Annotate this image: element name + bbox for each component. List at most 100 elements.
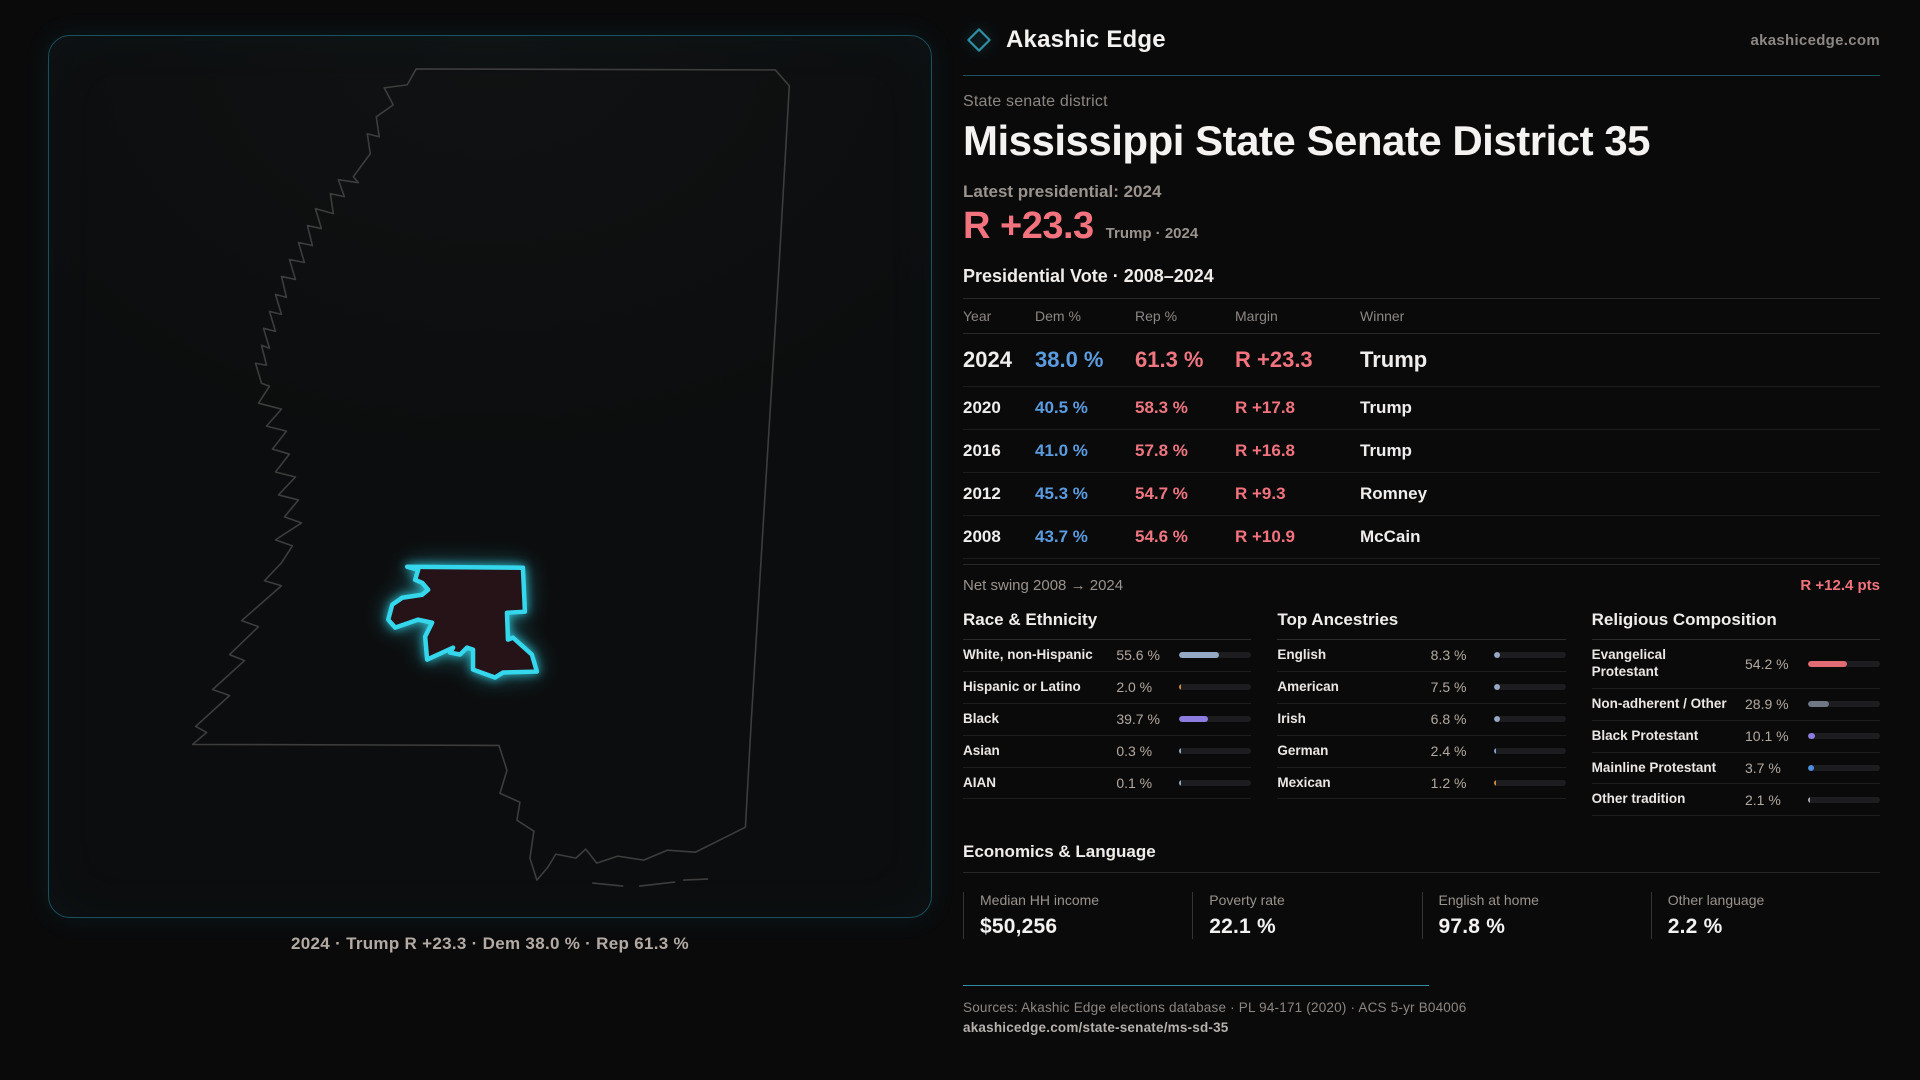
cell-rep: 58.3 % bbox=[1135, 398, 1188, 417]
demo-column-title: Race & Ethnicity bbox=[963, 610, 1252, 640]
demo-row: Black 39.7 % bbox=[963, 704, 1252, 736]
demo-bar-fill bbox=[1179, 716, 1208, 723]
demo-bar-track bbox=[1179, 748, 1252, 755]
demo-row: Mexican 1.2 % bbox=[1277, 768, 1566, 800]
demo-row-value: 7.5 % bbox=[1430, 679, 1467, 696]
brand-name: Akashic Edge bbox=[1006, 26, 1166, 53]
demo-bar-fill bbox=[1179, 748, 1182, 755]
demo-row: Asian 0.3 % bbox=[963, 736, 1252, 768]
demo-row-label: English bbox=[1277, 647, 1327, 662]
cell-year: 2012 bbox=[963, 484, 1001, 503]
cell-year: 2008 bbox=[963, 527, 1001, 546]
demo-column-title: Top Ancestries bbox=[1277, 610, 1566, 640]
demo-bar-fill bbox=[1808, 701, 1829, 708]
cell-dem: 38.0 % bbox=[1035, 347, 1104, 372]
demo-bar-fill bbox=[1493, 779, 1496, 786]
vote-table-header: Year Dem % Rep % Margin Winner bbox=[963, 298, 1880, 334]
net-swing-row: Net swing 2008 → 2024 R +12.4 pts bbox=[963, 564, 1880, 594]
demo-bar-track bbox=[1179, 779, 1252, 786]
demo-row-value: 0.3 % bbox=[1116, 743, 1153, 760]
economics-stats: Median HH income $50,256 Poverty rate 22.1 … bbox=[963, 892, 1880, 940]
demo-row-label: Irish bbox=[1277, 710, 1306, 726]
stat-value: 2.2 % bbox=[1667, 915, 1723, 939]
economics-title: Economics & Language bbox=[963, 842, 1880, 874]
demo-bar-track bbox=[1493, 716, 1566, 723]
demo-row-label: Other tradition bbox=[1591, 791, 1686, 807]
col-margin: Margin bbox=[1235, 308, 1278, 324]
demo-row-value: 2.4 % bbox=[1430, 743, 1467, 760]
demo-bar-fill bbox=[1493, 652, 1500, 659]
cell-year: 2016 bbox=[963, 441, 1001, 460]
demo-bar-fill bbox=[1493, 716, 1500, 723]
demo-row-label: Evangelical Protestant bbox=[1591, 647, 1666, 679]
footer: Sources: Akashic Edge elections database… bbox=[963, 985, 1880, 1037]
permalink[interactable]: akashicedge.com/state-senate/ms-sd-35 bbox=[963, 1020, 1229, 1036]
demo-row-value: 0.1 % bbox=[1116, 774, 1153, 791]
demo-row-label: Mainline Protestant bbox=[1591, 759, 1717, 775]
demo-bar-fill bbox=[1179, 684, 1182, 691]
cell-winner: Romney bbox=[1360, 484, 1428, 503]
demo-bar-fill bbox=[1808, 660, 1848, 667]
demo-row-label: Mexican bbox=[1277, 774, 1331, 790]
stat-block: Poverty rate 22.1 % bbox=[1192, 892, 1421, 940]
demo-row: AIAN 0.1 % bbox=[963, 768, 1252, 800]
demo-bar-track bbox=[1493, 684, 1566, 691]
demo-row: Other tradition 2.1 % bbox=[1591, 784, 1880, 817]
demo-row: American 7.5 % bbox=[1277, 672, 1566, 704]
demo-row: Evangelical Protestant 54.2 % bbox=[1591, 640, 1880, 689]
demo-bar-fill bbox=[1808, 764, 1814, 771]
demo-row-value: 6.8 % bbox=[1430, 711, 1467, 728]
demo-row: Irish 6.8 % bbox=[1277, 704, 1566, 736]
demo-bar-fill bbox=[1493, 684, 1500, 691]
demographics-section: Race & Ethnicity White, non-Hispanic 55.6 … bbox=[963, 610, 1880, 817]
demo-bar-track bbox=[1179, 684, 1252, 691]
brand-domain-link[interactable]: akashicedge.com bbox=[1750, 31, 1880, 49]
stat-value: 22.1 % bbox=[1209, 915, 1276, 939]
demo-bar-track bbox=[1808, 796, 1880, 803]
demo-row-label: Black bbox=[963, 710, 1000, 726]
net-swing-label: Net swing 2008 → 2024 bbox=[963, 577, 1124, 594]
cell-rep: 54.7 % bbox=[1135, 484, 1188, 503]
demo-bar-fill bbox=[1808, 733, 1816, 740]
demo-row: English 8.3 % bbox=[1277, 640, 1566, 672]
vote-table-body: 2024 38.0 % 61.3 % R +23.3 Trump 2020 40.5 % 58… bbox=[963, 334, 1880, 559]
demo-row-label: Asian bbox=[963, 742, 1000, 758]
demo-row-value: 8.3 % bbox=[1430, 647, 1467, 664]
latest-presidential-label: Latest presidential: 2024 bbox=[963, 182, 1162, 201]
demo-column: Top Ancestries English 8.3 % American 7.5 % I… bbox=[1277, 610, 1566, 800]
district-kicker: State senate district bbox=[963, 93, 1108, 110]
vote-row-2016: 2016 41.0 % 57.8 % R +16.8 Trump bbox=[963, 430, 1880, 473]
cell-rep: 54.6 % bbox=[1135, 527, 1188, 546]
cell-winner: Trump bbox=[1360, 441, 1412, 460]
headline-margin-value: R +23.3 bbox=[963, 205, 1094, 247]
cell-margin: R +23.3 bbox=[1235, 347, 1313, 372]
demo-bar-track bbox=[1179, 652, 1252, 659]
vote-row-2012: 2012 45.3 % 54.7 % R +9.3 Romney bbox=[963, 473, 1880, 516]
cell-winner: Trump bbox=[1360, 347, 1428, 372]
demo-row-value: 2.1 % bbox=[1745, 791, 1781, 808]
headline-margin-context: Trump · 2024 bbox=[1105, 225, 1199, 242]
cell-margin: R +9.3 bbox=[1235, 484, 1286, 503]
stat-label: English at home bbox=[1438, 892, 1539, 909]
col-dem: Dem % bbox=[1035, 308, 1081, 324]
demo-row: Black Protestant 10.1 % bbox=[1591, 721, 1880, 753]
demo-row-value: 39.7 % bbox=[1116, 711, 1160, 728]
demo-row-value: 2.0 % bbox=[1116, 679, 1153, 696]
demo-row: Non-adherent / Other 28.9 % bbox=[1591, 689, 1880, 721]
demo-row-label: Non-adherent / Other bbox=[1591, 695, 1727, 711]
stat-label: Poverty rate bbox=[1209, 892, 1285, 909]
demo-bar-track bbox=[1808, 660, 1880, 667]
cell-dem: 40.5 % bbox=[1035, 398, 1088, 417]
demo-row-value: 55.6 % bbox=[1116, 647, 1160, 664]
demo-bar-fill bbox=[1179, 779, 1182, 786]
cell-margin: R +17.8 bbox=[1235, 398, 1296, 417]
map-card bbox=[48, 35, 932, 918]
stat-block: English at home 97.8 % bbox=[1421, 892, 1651, 940]
stat-block: Median HH income $50,256 bbox=[963, 892, 1192, 940]
cell-margin: R +10.9 bbox=[1235, 527, 1296, 546]
demo-row-value: 10.1 % bbox=[1745, 728, 1789, 745]
stat-value: 97.8 % bbox=[1438, 915, 1506, 939]
sources-text: Sources: Akashic Edge elections database… bbox=[963, 1000, 1467, 1016]
demo-column: Race & Ethnicity White, non-Hispanic 55.6 … bbox=[963, 610, 1252, 800]
demo-bar-track bbox=[1493, 652, 1566, 659]
